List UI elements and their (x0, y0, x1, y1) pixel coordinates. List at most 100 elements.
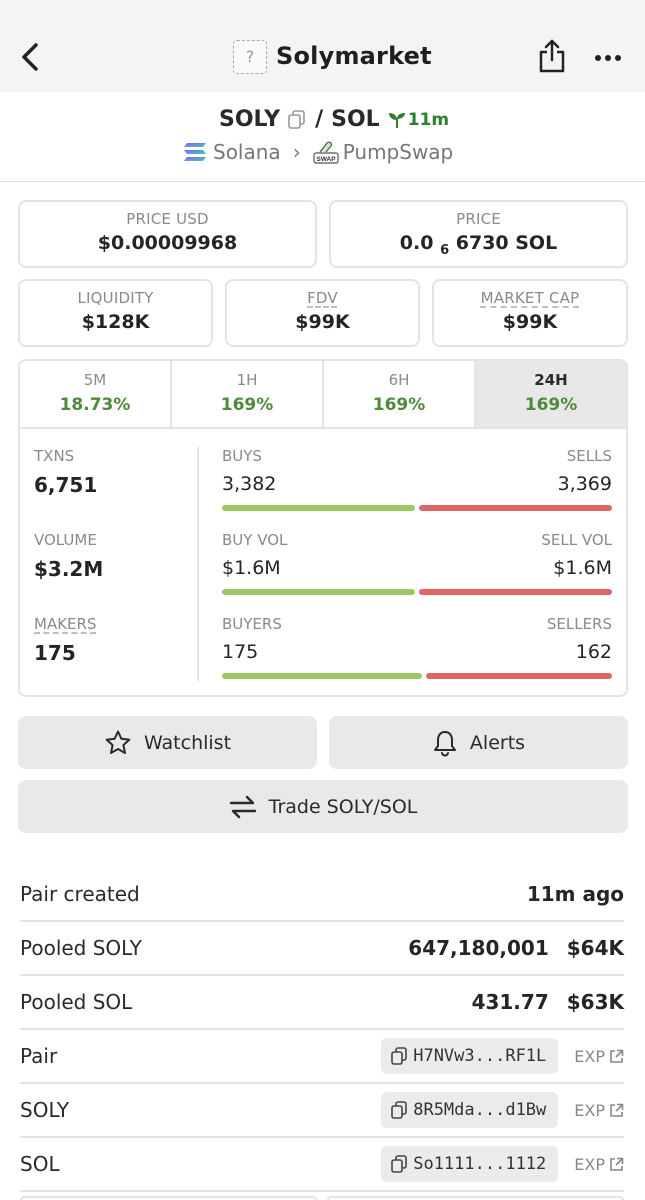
pooled-sol-values: 431.77 $63K (472, 990, 624, 1014)
address-label: SOLY (20, 1098, 70, 1122)
address-actions: So1111...1112 EXP (381, 1146, 624, 1182)
pooled-sol-row: Pooled SOL 431.77 $63K (20, 976, 624, 1030)
buy-bar (222, 505, 415, 511)
chevron-left-icon[interactable] (16, 40, 46, 74)
explorer-link[interactable]: EXP (574, 1047, 624, 1066)
pooled-soly-values: 647,180,001 $64K (408, 936, 624, 960)
star-icon (105, 730, 131, 754)
pooled-sol-label: Pooled SOL (20, 990, 133, 1014)
explorer-label: EXP (574, 1100, 605, 1120)
sell-vol-label: SELL VOL (541, 531, 612, 549)
price-native-value: 0.0 6 6730 SOL (331, 232, 626, 258)
card-edge (327, 1196, 624, 1200)
buyers-value: 175 (222, 641, 259, 663)
buys-sells-row: BUYS SELLS 3,382 3,369 (222, 447, 612, 531)
watchlist-button[interactable]: Watchlist (18, 716, 317, 769)
buyers-label: BUYERS (222, 615, 282, 633)
chevron-right-icon: › (292, 140, 301, 164)
alerts-button[interactable]: Alerts (329, 716, 628, 769)
copy-icon[interactable] (288, 110, 305, 129)
volume-stat: VOLUME $3.2M (34, 531, 194, 615)
pair-age: 11m (388, 110, 449, 130)
pumpswap-icon: SWAP (313, 141, 339, 164)
price-usd-value: $0.00009968 (97, 232, 238, 254)
period-tabs: 5M 18.73% 1H 169% 6H 169% 24H 169% (20, 361, 626, 429)
copy-icon (391, 1101, 408, 1119)
copy-address-button[interactable]: 8R5Mda...d1Bw (381, 1092, 559, 1128)
price-native-suffix: 6730 SOL (455, 232, 558, 254)
buyers-sellers-row: BUYERS SELLERS 175 162 (222, 615, 612, 695)
pooled-soly-row: Pooled SOLY 647,180,001 $64K (20, 922, 624, 976)
tab-change: 169% (524, 395, 578, 415)
buy-bar (222, 589, 415, 595)
txns-value: 6,751 (34, 473, 98, 497)
pair-created-value: 11m ago (526, 882, 624, 906)
explorer-link[interactable]: EXP (574, 1101, 624, 1120)
more-horizontal-icon[interactable] (594, 54, 622, 62)
price-usd-box: PRICE USD $0.00009968 (18, 200, 317, 268)
explorer-label: EXP (574, 1046, 605, 1066)
chain-name[interactable]: Solana (213, 140, 281, 164)
market-cap-label[interactable]: MARKET CAP (480, 289, 580, 307)
bell-icon (433, 730, 456, 757)
fdv-value: $99K (295, 311, 350, 333)
tab-label: 24H (534, 371, 568, 389)
tab-change: 169% (220, 395, 274, 415)
buyers-sellers-bar (222, 673, 612, 679)
stats-divider (197, 447, 199, 681)
top-nav-bar: ? Solymarket (0, 0, 645, 92)
tab-24h[interactable]: 24H 169% (476, 361, 626, 427)
copy-address-button[interactable]: So1111...1112 (381, 1146, 559, 1182)
dex-name[interactable]: PumpSwap (342, 140, 454, 164)
volume-value: $3.2M (34, 557, 104, 581)
external-link-icon (610, 1103, 624, 1117)
solana-icon (184, 143, 206, 161)
pair-separator: / (315, 107, 324, 132)
copy-icon (391, 1047, 408, 1065)
price-native-zeros: 6 (440, 243, 450, 258)
buys-value: 3,382 (222, 473, 277, 495)
address-label: SOL (20, 1152, 60, 1176)
buy-sell-volume-bar (222, 589, 612, 595)
market-cap-box[interactable]: MARKET CAP $99K (432, 279, 628, 347)
pooled-sol-usd: $63K (566, 990, 624, 1014)
pooled-soly-label: Pooled SOLY (20, 936, 142, 960)
tab-1h[interactable]: 1H 169% (172, 361, 324, 427)
tab-label: 1H (236, 371, 258, 389)
trade-label: Trade SOLY/SOL (268, 795, 418, 818)
pair-age-text: 11m (407, 109, 450, 130)
tab-label: 6H (388, 371, 410, 389)
seedling-icon (388, 112, 405, 128)
fdv-label[interactable]: FDV (307, 289, 338, 307)
buys-sells-bar (222, 505, 612, 511)
pooled-sol-amount: 431.77 (471, 990, 549, 1014)
tab-label: 5M (83, 371, 107, 389)
address-label: Pair (20, 1044, 58, 1068)
sell-bar (419, 589, 612, 595)
period-stats-panel: 5M 18.73% 1H 169% 6H 169% 24H 169% TXNS … (18, 359, 628, 697)
makers-label[interactable]: MAKERS (34, 615, 97, 633)
trade-button[interactable]: Trade SOLY/SOL (18, 780, 628, 833)
alerts-label: Alerts (469, 731, 526, 754)
buy-vol-value: $1.6M (222, 557, 281, 579)
tab-6h[interactable]: 6H 169% (324, 361, 476, 427)
share-icon[interactable] (537, 38, 567, 74)
base-symbol: SOLY (219, 107, 281, 132)
fdv-box[interactable]: FDV $99K (225, 279, 420, 347)
sell-vol-value: $1.6M (553, 557, 612, 579)
tab-5m[interactable]: 5M 18.73% (20, 361, 172, 427)
sellers-label: SELLERS (546, 615, 612, 633)
quote-symbol: SOL (331, 107, 380, 132)
buy-bar (222, 673, 422, 679)
price-native-box: PRICE 0.0 6 6730 SOL (329, 200, 628, 268)
copy-address-button[interactable]: H7NVw3...RF1L (381, 1038, 559, 1074)
explorer-label: EXP (574, 1154, 605, 1174)
chain-breadcrumb: Solana › SWAP PumpSwap (183, 140, 453, 164)
address-actions: H7NVw3...RF1L EXP (381, 1038, 624, 1074)
pair-created-label: Pair created (20, 882, 140, 906)
explorer-link[interactable]: EXP (574, 1155, 624, 1174)
volume-label: VOLUME (34, 531, 97, 549)
external-link-icon (610, 1157, 624, 1171)
address-text: So1111...1112 (413, 1154, 547, 1174)
pooled-soly-usd: $64K (566, 936, 624, 960)
